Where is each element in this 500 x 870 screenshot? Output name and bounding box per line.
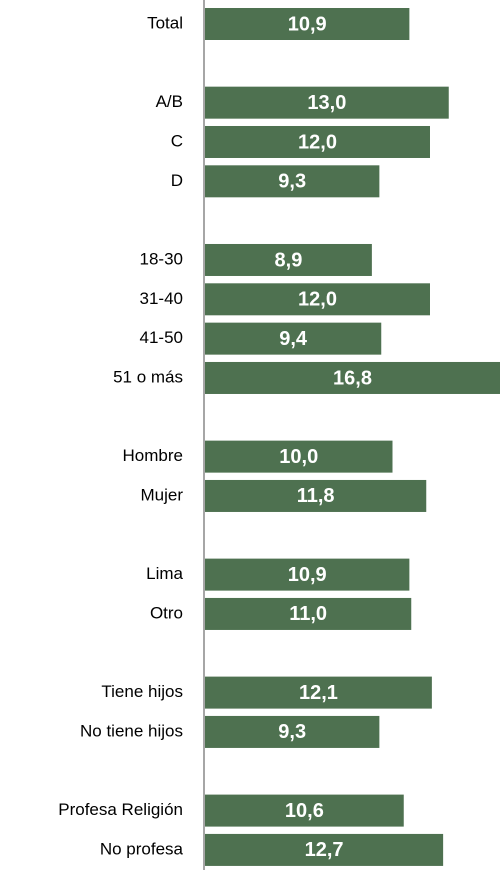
value-label: 10,0 — [279, 446, 318, 468]
bar — [205, 86, 449, 119]
bar — [205, 597, 412, 630]
value-label: 16,8 — [333, 367, 372, 389]
bar — [205, 125, 430, 158]
value-label: 9,3 — [278, 171, 306, 193]
category-label: D — [171, 171, 183, 190]
value-label: 12,0 — [298, 289, 337, 311]
category-label: 31-40 — [140, 289, 183, 308]
category-label: Total — [147, 13, 183, 32]
bar — [205, 283, 430, 316]
category-label: 41-50 — [140, 328, 183, 347]
bar — [205, 361, 500, 394]
bar — [205, 715, 380, 748]
bar — [205, 8, 410, 40]
category-label: A/B — [156, 92, 183, 111]
value-label: 13,0 — [307, 92, 346, 114]
value-label: 10,9 — [288, 564, 327, 586]
value-label: 11,0 — [289, 603, 327, 625]
category-label: Mujer — [140, 485, 183, 504]
category-label: 18-30 — [140, 249, 183, 268]
category-label: Lima — [146, 564, 183, 583]
bar — [205, 794, 404, 827]
category-label: Otro — [150, 603, 183, 622]
value-label: 8,9 — [275, 249, 303, 271]
bar — [205, 479, 427, 512]
value-label: 11,8 — [297, 485, 335, 507]
value-label: 9,4 — [279, 328, 308, 350]
category-label: 51 o más — [113, 367, 183, 386]
value-label: 12,1 — [299, 682, 338, 704]
value-label: 10,6 — [285, 800, 324, 822]
bar — [205, 833, 444, 866]
category-label: No profesa — [100, 839, 184, 858]
bar — [205, 165, 380, 198]
bar — [205, 243, 372, 276]
bar — [205, 676, 432, 709]
value-label: 12,0 — [298, 131, 337, 153]
category-label: Profesa Religión — [58, 800, 183, 819]
bar — [205, 322, 382, 355]
category-label: No tiene hijos — [80, 721, 183, 740]
bar — [205, 440, 393, 473]
value-label: 12,7 — [305, 839, 344, 861]
category-label: Hombre — [123, 446, 183, 465]
value-label: 10,9 — [288, 13, 327, 35]
value-label: 9,3 — [278, 721, 306, 743]
bar — [205, 558, 410, 591]
category-label: C — [171, 131, 183, 150]
category-label: Tiene hijos — [101, 682, 183, 701]
